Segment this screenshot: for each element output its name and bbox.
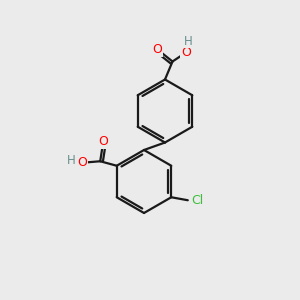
Text: H: H <box>184 34 193 48</box>
Text: Cl: Cl <box>191 194 203 207</box>
Text: O: O <box>77 156 87 169</box>
Text: O: O <box>181 46 191 59</box>
Text: O: O <box>153 43 162 56</box>
Text: H: H <box>66 154 75 167</box>
Text: O: O <box>98 135 108 148</box>
